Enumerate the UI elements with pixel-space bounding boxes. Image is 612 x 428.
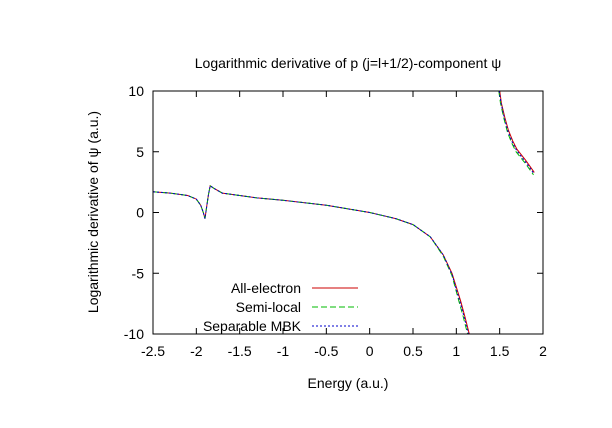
- y-tick-label: -5: [132, 265, 145, 281]
- x-tick-label: 1.5: [490, 343, 510, 359]
- series-line-1: [499, 90, 535, 173]
- chart-title: Logarithmic derivative of p (j=l+1/2)-co…: [195, 55, 501, 71]
- legend: All-electron Semi-local Separable MBK: [203, 280, 358, 334]
- y-axis-label: Logarithmic derivative of ψ (a.u.): [85, 111, 101, 313]
- x-tick-label: 0: [366, 343, 374, 359]
- plot-frame: [152, 90, 544, 335]
- series-line-3: [498, 90, 535, 174]
- legend-label: Semi-local: [236, 299, 301, 315]
- legend-label: All-electron: [231, 280, 301, 296]
- y-tick-label: 0: [136, 205, 144, 221]
- y-tick-label: 5: [136, 144, 144, 160]
- x-tick-label: 0.5: [403, 343, 423, 359]
- x-tick-label: -1: [277, 343, 290, 359]
- y-tick-label: -10: [124, 326, 144, 342]
- x-tick-label: 1: [452, 343, 460, 359]
- x-tick-label: -0.5: [314, 343, 338, 359]
- series-line-1: [152, 184, 470, 335]
- x-tick-label: 2: [539, 343, 547, 359]
- y-tick-label: 10: [128, 83, 144, 99]
- plot-lines: [152, 90, 535, 335]
- x-tick-label: -2.5: [141, 343, 165, 359]
- x-axis-label: Energy (a.u.): [308, 375, 389, 391]
- series-line-3: [152, 184, 469, 335]
- x-tick-label: -2: [190, 343, 203, 359]
- x-tick-label: -1.5: [228, 343, 252, 359]
- axis-ticks: -2.5 -2 -1.5 -1 -0.5 0 0.5 1 1.5 2 -10 -5 0 5 10: [124, 83, 547, 359]
- series-line-2: [498, 90, 534, 176]
- series-line-2: [152, 184, 469, 335]
- legend-label: Separable MBK: [203, 318, 302, 334]
